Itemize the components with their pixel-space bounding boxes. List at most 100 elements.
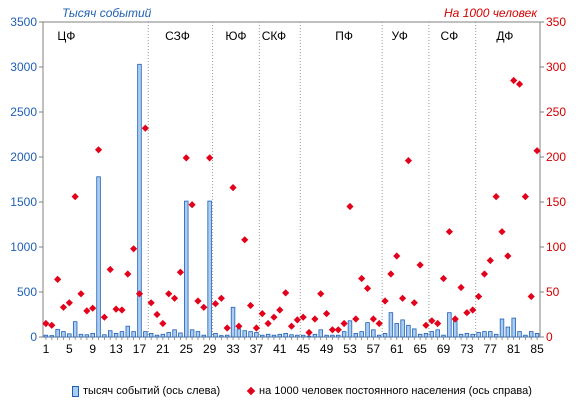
marker-point: [375, 319, 383, 328]
x-tick-label: 13: [109, 342, 123, 356]
bar: [441, 334, 446, 338]
bar: [61, 331, 66, 338]
bar: [236, 328, 242, 338]
right-tick-label: 0: [546, 330, 553, 344]
marker-point: [217, 294, 225, 302]
left-tick-label: 2000: [10, 150, 37, 164]
x-tick-label: 65: [413, 342, 427, 356]
right-tick-label: 300: [546, 60, 566, 74]
left-axis: 0 500 1000 1500 2000 2500 3000 3500: [10, 15, 43, 344]
marker-point: [287, 322, 296, 330]
marker-point: [206, 154, 214, 162]
bar: [289, 334, 294, 338]
x-tick-label: 77: [484, 342, 498, 356]
bar: [330, 334, 335, 338]
marker-point: [223, 324, 231, 332]
bar: [195, 331, 201, 338]
bar: [341, 331, 347, 338]
marker-point: [521, 193, 529, 201]
marker-point: [94, 146, 103, 154]
x-tick-label: 69: [437, 342, 451, 356]
bar: [201, 334, 207, 338]
bar: [482, 331, 487, 338]
marker-point: [317, 290, 325, 298]
left-tick-label: 3500: [10, 15, 37, 29]
region-label: ПФ: [335, 29, 353, 43]
marker-point: [398, 294, 407, 302]
marker-point: [428, 317, 436, 325]
marker-point: [480, 270, 489, 278]
marker-point: [124, 270, 132, 278]
bar: [207, 200, 212, 338]
bar: [499, 318, 505, 338]
marker-point: [422, 321, 430, 329]
bar: [283, 332, 288, 338]
marker-point: [188, 201, 196, 209]
marker-point: [258, 310, 266, 318]
plot-background: [42, 21, 541, 338]
bar: [306, 335, 312, 338]
region-label: СКФ: [262, 29, 286, 43]
bar: [90, 332, 95, 338]
bar: [219, 335, 224, 338]
marker-point: [276, 306, 284, 314]
bar: [148, 332, 154, 338]
bar: [324, 334, 329, 338]
marker-point: [322, 310, 331, 318]
marker-point: [65, 299, 73, 307]
bar: [67, 333, 72, 338]
marker-point: [83, 307, 91, 315]
marker-point: [77, 290, 85, 298]
bar: [84, 334, 90, 338]
marker-point: [492, 193, 500, 201]
x-tick-label: 73: [460, 342, 474, 356]
marker-point: [135, 290, 144, 298]
bar: [160, 333, 166, 338]
bar: [488, 331, 493, 338]
marker-point: [48, 321, 56, 329]
bar: [300, 334, 306, 338]
bar: [371, 329, 376, 338]
bar: [435, 329, 440, 338]
marker-point: [264, 319, 272, 328]
bar: [108, 330, 113, 338]
bar: [476, 332, 481, 338]
marker-point: [451, 315, 459, 323]
marker-point: [358, 274, 366, 283]
marker-point: [159, 319, 167, 328]
marker-point: [352, 315, 360, 323]
bar: [224, 334, 230, 338]
bar: [382, 332, 388, 338]
bar: [213, 332, 218, 338]
bar: [388, 312, 394, 338]
bar: [78, 333, 84, 338]
marker-point: [393, 252, 401, 260]
x-tick-label: 33: [226, 342, 240, 356]
bar: [406, 324, 411, 338]
marker-point: [176, 268, 185, 276]
left-tick-label: 500: [17, 285, 37, 299]
marker-point: [246, 301, 255, 310]
bar: [166, 332, 171, 338]
marker-point: [170, 294, 179, 302]
right-axis-unit: На 1000 человек: [444, 6, 538, 20]
bar: [412, 328, 417, 338]
x-tick-label: 29: [203, 342, 217, 356]
bar: [417, 333, 423, 338]
x-tick-label: 57: [367, 342, 381, 356]
bar: [125, 325, 131, 338]
region-label: УФ: [391, 29, 407, 43]
marker-point: [42, 319, 50, 328]
x-tick-label: 37: [250, 342, 264, 356]
x-tick-label: 25: [180, 342, 194, 356]
bar: [359, 331, 364, 338]
bar: [295, 334, 300, 338]
right-tick-label: 50: [546, 285, 560, 299]
marker-point: [340, 319, 348, 328]
marker-point: [334, 326, 342, 334]
marker-point: [510, 76, 518, 85]
region-label: СФ: [440, 29, 458, 43]
bar: [265, 333, 271, 338]
bar: [102, 334, 107, 338]
marker-point: [89, 304, 97, 312]
